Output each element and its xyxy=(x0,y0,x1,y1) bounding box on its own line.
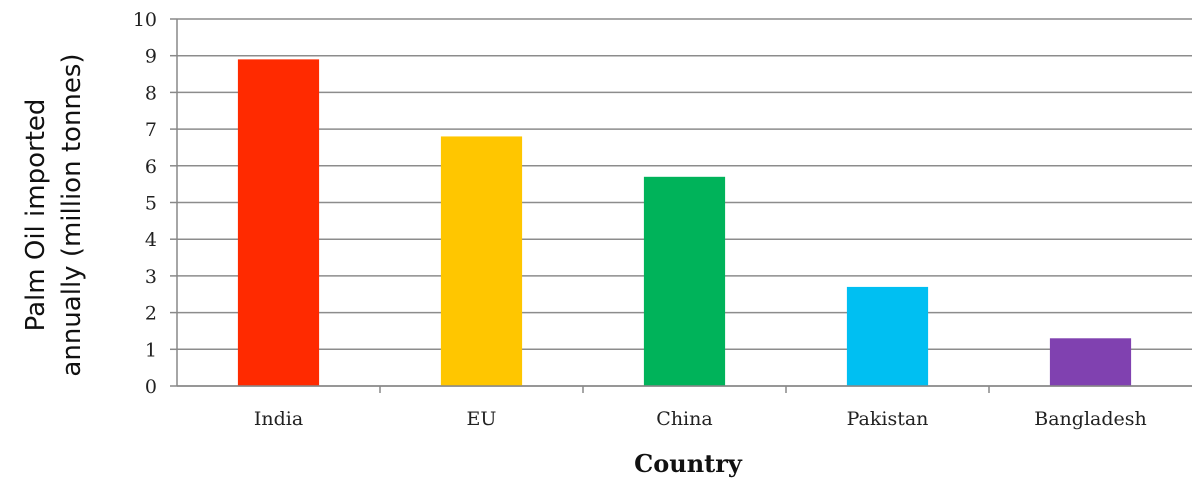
x-category-label-eu: EU xyxy=(467,408,497,430)
x-axis-label: Country xyxy=(634,449,743,478)
bar-bangladesh xyxy=(1049,338,1132,386)
y-tick-label-3: 3 xyxy=(145,266,157,288)
bars xyxy=(237,59,1132,387)
bar-china xyxy=(643,176,726,386)
bar-india xyxy=(237,59,320,387)
bar-eu xyxy=(440,136,523,386)
y-tick-label-10: 10 xyxy=(133,9,157,31)
y-tick-label-5: 5 xyxy=(145,193,157,215)
x-category-label-china: China xyxy=(656,408,712,430)
y-tick-label-9: 9 xyxy=(145,46,157,68)
y-axis-label-line-1: Palm Oil imported xyxy=(21,99,51,332)
y-tick-label-1: 1 xyxy=(145,339,157,361)
y-tick-label-0: 0 xyxy=(145,376,157,398)
y-tick-label-4: 4 xyxy=(145,229,157,251)
y-axis-label-line-2: annually (million tonnes) xyxy=(57,53,87,376)
x-category-label-bangladesh: Bangladesh xyxy=(1034,408,1147,430)
y-tick-label-6: 6 xyxy=(145,156,157,178)
y-tick-label-8: 8 xyxy=(145,82,157,104)
x-category-label-india: India xyxy=(254,408,303,430)
y-axis-ticks: 0 1 2 3 4 5 6 7 8 9 10 xyxy=(133,9,177,398)
y-tick-label-2: 2 xyxy=(145,303,157,325)
x-category-label-pakistan: Pakistan xyxy=(847,408,929,430)
y-tick-label-7: 7 xyxy=(145,119,157,141)
x-axis-categories: India EU China Pakistan Bangladesh xyxy=(254,386,1147,430)
bar-pakistan xyxy=(846,286,929,386)
